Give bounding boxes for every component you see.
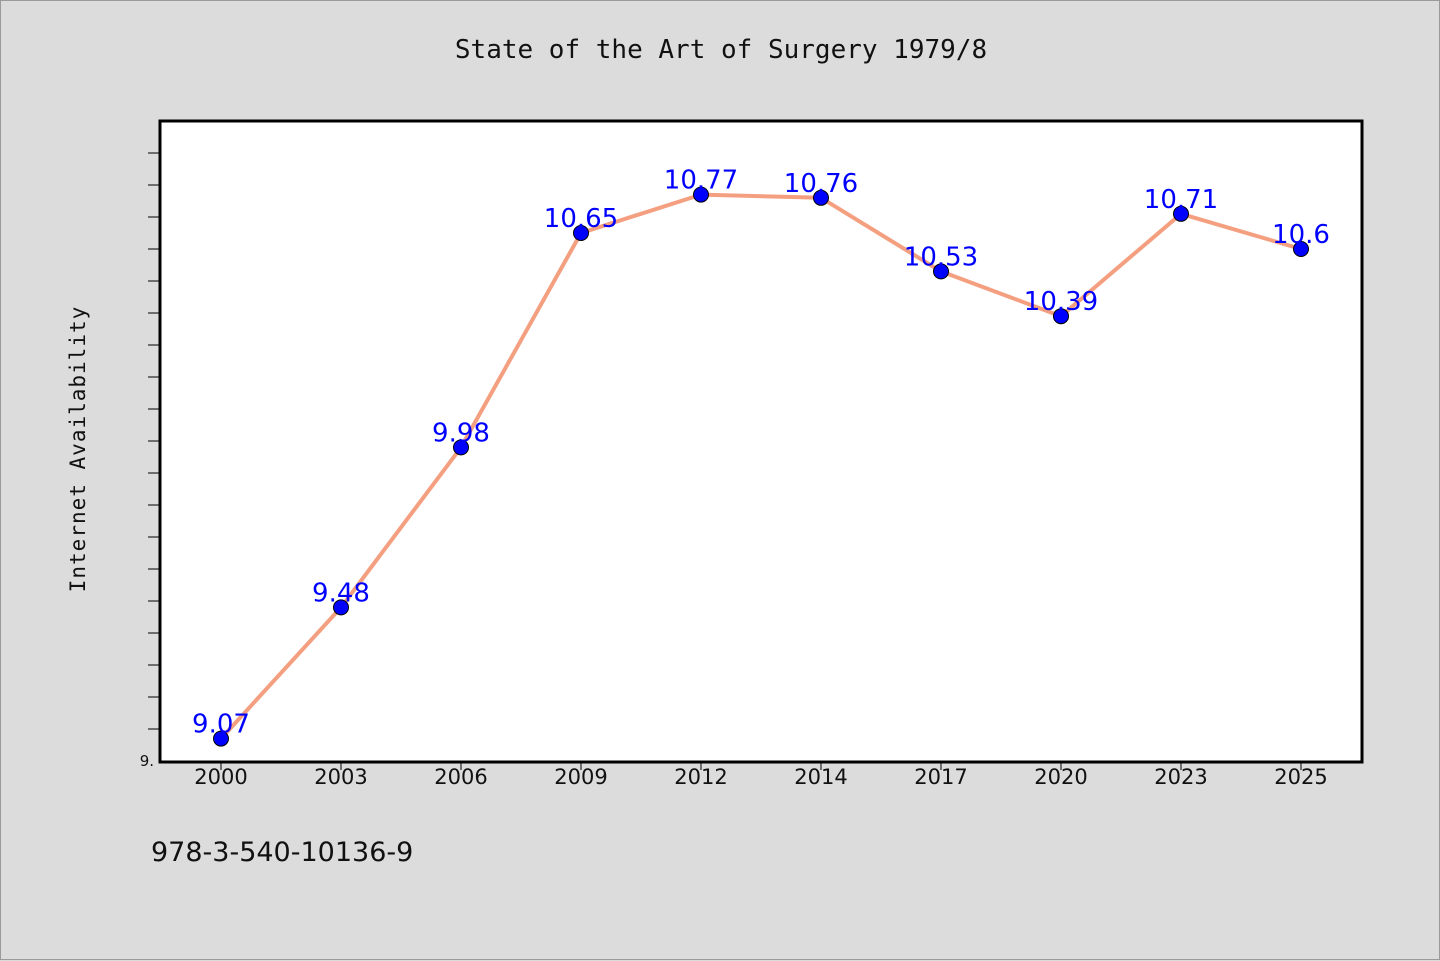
x-tick-label: 2012 [674,765,727,789]
x-tick-label: 2009 [554,765,607,789]
data-point [1293,241,1309,257]
data-label: 9.98 [432,418,490,448]
data-label: 10.39 [1024,287,1098,317]
data-label: 9.07 [192,710,250,740]
data-label: 10.53 [904,242,978,272]
x-tick-label: 2000 [194,765,247,789]
series-line [219,192,1302,740]
x-tick-label: 2017 [914,765,967,789]
x-tick-label: 2014 [794,765,847,789]
data-point [213,730,229,747]
data-label: 10.71 [1144,185,1218,215]
data-point [693,186,709,203]
data-label: 10.76 [784,169,858,199]
chart-title: State of the Art of Surgery 1979/8 [454,35,988,65]
data-point [333,599,349,616]
x-tick-label: 2003 [314,765,367,789]
x-tick-label: 2020 [1034,765,1087,789]
data-label: 10.65 [544,204,618,234]
data-label: 10.77 [664,166,738,196]
data-point [813,189,829,206]
x-tick-label: 2025 [1274,765,1327,789]
isbn-caption: 978-3-540-10136-9 [151,837,414,868]
data-point [1053,308,1069,325]
data-point [573,225,589,241]
data-label: 10.6 [1272,220,1330,250]
data-point [1173,205,1189,222]
x-tick-label: 2006 [434,765,487,789]
data-point [453,439,469,456]
data-point [933,263,949,280]
x-tick-label: 2023 [1154,765,1207,789]
data-label: 9.48 [312,578,370,608]
y-tick-label: 9. [140,752,154,770]
